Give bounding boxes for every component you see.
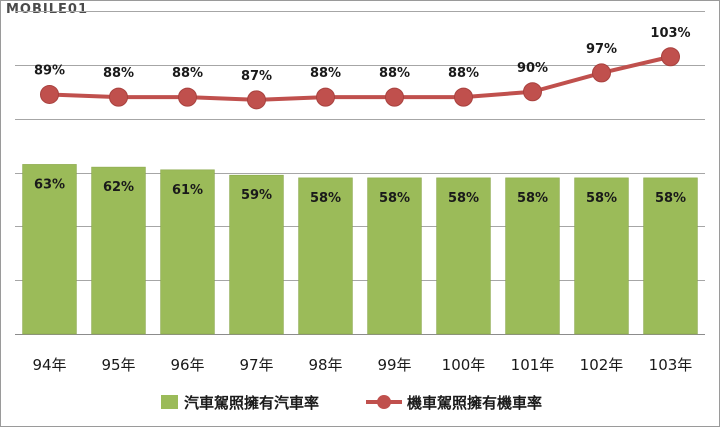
bar-series: 63% 62% 61% 59% 58% 58% 58% 58% 58% 58% xyxy=(22,164,698,335)
series-line xyxy=(49,54,671,102)
line-data-label: 103% xyxy=(650,26,690,41)
bar xyxy=(436,177,491,335)
line-point xyxy=(592,63,611,83)
x-tick-label: 100年 xyxy=(442,356,486,374)
line-data-label: 88% xyxy=(448,66,479,81)
legend-bar-swatch xyxy=(161,395,178,409)
line-data-label: 90% xyxy=(517,61,548,76)
bar xyxy=(574,177,629,335)
line-point xyxy=(247,90,266,110)
legend-line-marker xyxy=(377,395,391,409)
line-point xyxy=(454,87,473,107)
bar xyxy=(643,177,698,335)
bar-data-label: 58% xyxy=(586,191,617,206)
x-tick-label: 95年 xyxy=(101,356,135,374)
x-tick-label: 102年 xyxy=(580,356,624,374)
line-point xyxy=(109,87,128,107)
watermark-logo: MOBILE01 xyxy=(6,2,88,17)
line-point xyxy=(385,87,404,107)
line-point xyxy=(40,84,59,104)
bar-data-label: 59% xyxy=(241,188,272,203)
x-tick-label: 97年 xyxy=(239,356,273,374)
bar-data-label: 63% xyxy=(34,177,65,192)
x-tick-label: 99年 xyxy=(377,356,411,374)
bar-data-label: 58% xyxy=(517,191,548,206)
bar-data-label: 61% xyxy=(172,183,203,198)
x-tick-label: 103年 xyxy=(649,356,693,374)
x-tick-label: 94年 xyxy=(32,356,66,374)
bar-data-label: 62% xyxy=(103,180,134,195)
line-data-label: 88% xyxy=(310,66,341,81)
bar xyxy=(22,164,77,335)
line-point xyxy=(523,82,542,102)
line-data-label: 97% xyxy=(586,42,617,57)
line-point xyxy=(316,87,335,107)
x-axis-ticks: 94年 95年 96年 97年 98年 99年 100年 101年 102年 103年 xyxy=(32,356,692,374)
bar-data-label: 58% xyxy=(448,191,479,206)
bar xyxy=(367,177,422,335)
line-data-label: 88% xyxy=(172,66,203,81)
bar xyxy=(298,177,353,335)
bar-data-label: 58% xyxy=(310,191,341,206)
line-data-label: 87% xyxy=(241,69,272,84)
legend-line-label: 機車駕照擁有機車率 xyxy=(407,394,542,412)
line-point xyxy=(661,47,680,67)
bar-data-label: 58% xyxy=(655,191,686,206)
x-tick-label: 96年 xyxy=(170,356,204,374)
bar xyxy=(229,174,284,335)
x-tick-label: 98年 xyxy=(308,356,342,374)
x-tick-label: 101年 xyxy=(511,356,555,374)
line-data-label: 88% xyxy=(379,66,410,81)
bar xyxy=(91,166,146,335)
line-series: 89% 88% 88% 87% 88% 88% 88% 90% 97% 103% xyxy=(34,26,691,110)
bar xyxy=(160,169,215,335)
bar xyxy=(505,177,560,335)
legend-bar-label: 汽車駕照擁有汽車率 xyxy=(184,394,319,412)
line-point xyxy=(178,87,197,107)
bar-data-label: 58% xyxy=(379,191,410,206)
line-data-label: 88% xyxy=(103,66,134,81)
line-data-label: 89% xyxy=(34,63,65,78)
legend: 汽車駕照擁有汽車率 機車駕照擁有機車率 xyxy=(161,394,542,412)
